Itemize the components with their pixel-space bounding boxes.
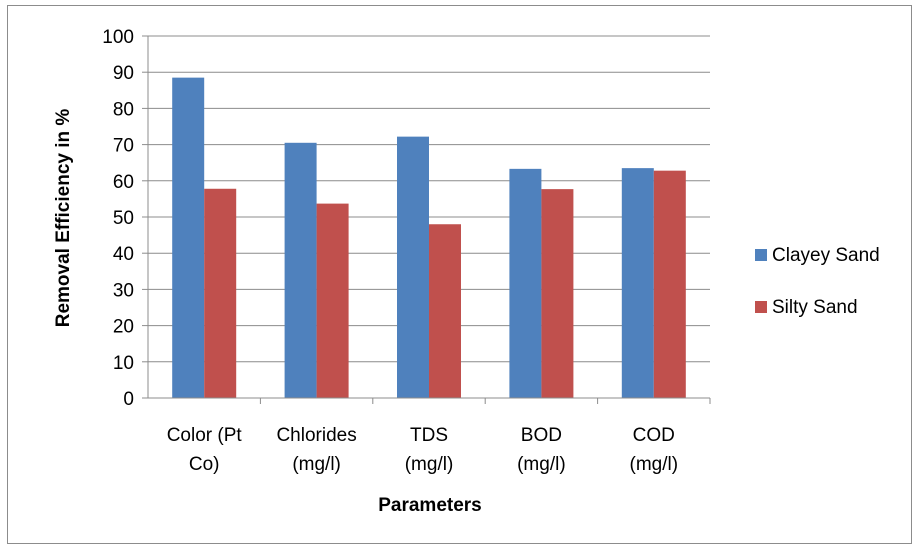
bar-clayey-sand-2 [284, 142, 317, 398]
bar-clayey-sand-4 [509, 168, 542, 398]
axes [142, 36, 710, 399]
bars [172, 77, 686, 399]
grid-lines [148, 35, 710, 363]
bar-silty-sand-2 [316, 203, 349, 398]
y-axis-title: Removal Efficiency in % [53, 109, 74, 328]
bar-silty-sand-3 [429, 224, 461, 398]
x-tick-label: TDS [410, 425, 448, 446]
bar-clayey-sand-1 [172, 77, 205, 398]
x-tick-label: COD [633, 425, 675, 446]
x-tick-label: (mg/l) [630, 454, 679, 475]
y-tick-label: 30 [113, 280, 134, 301]
x-axis-title: Parameters [378, 495, 482, 516]
x-tick-label: (mg/l) [517, 454, 566, 475]
bar-clayey-sand-5 [621, 168, 654, 398]
y-tick-label: 0 [123, 389, 134, 410]
y-tick-label: 10 [113, 353, 134, 374]
bar-silty-sand-4 [541, 189, 574, 398]
y-axis-ticks: 0 10 20 30 40 50 60 70 80 90 100 [102, 27, 148, 410]
x-tick-label: BOD [521, 425, 562, 446]
legend-label: Clayey Sand [772, 245, 880, 266]
x-tick-label: (mg/l) [292, 454, 341, 475]
legend-swatch [755, 301, 767, 313]
y-tick-label: 80 [113, 99, 134, 120]
y-tick-label: 20 [113, 317, 134, 338]
y-tick-label: 60 [113, 172, 134, 193]
y-tick-label: 100 [102, 27, 134, 48]
y-tick-label: 90 [113, 63, 134, 84]
y-tick-label: 70 [113, 136, 134, 157]
legend-swatch [755, 249, 767, 261]
bar-silty-sand-5 [653, 170, 686, 398]
x-tick-label: Co) [189, 454, 220, 475]
x-axis-ticks: Color (Pt Co) Chlorides (mg/l) TDS (mg/l) BOD (… [167, 398, 711, 475]
y-tick-label: 40 [113, 244, 134, 265]
x-tick-label: Color (Pt [167, 425, 243, 446]
bar-clayey-sand-3 [397, 136, 429, 399]
legend: Clayey Sand Silty Sand [755, 245, 880, 318]
bar-silty-sand-1 [204, 188, 237, 398]
x-tick-label: (mg/l) [405, 454, 454, 475]
legend-label: Silty Sand [772, 297, 858, 318]
y-tick-label: 50 [113, 208, 134, 229]
x-tick-label: Chlorides [276, 425, 356, 446]
